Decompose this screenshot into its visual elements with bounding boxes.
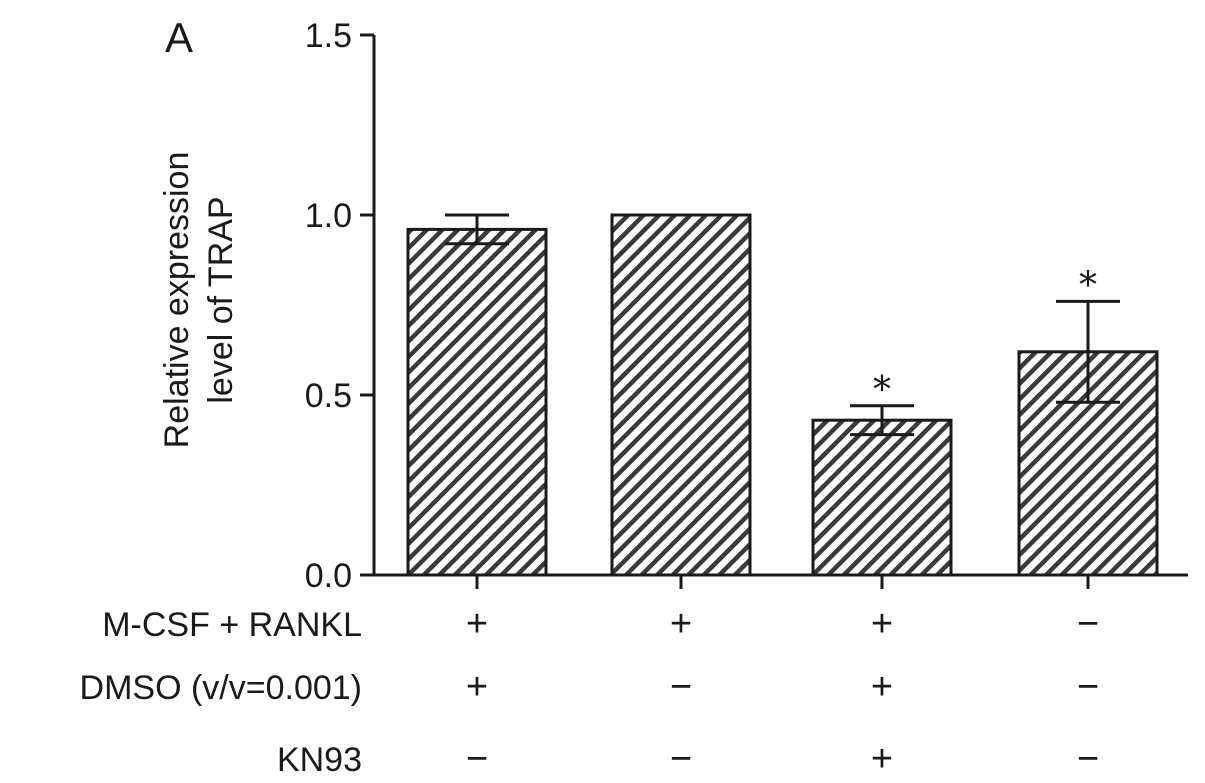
condition-value: − bbox=[1077, 666, 1099, 708]
condition-value: − bbox=[1077, 603, 1099, 645]
condition-value: − bbox=[670, 738, 692, 780]
panel-label: A bbox=[165, 14, 193, 61]
condition-value: − bbox=[1077, 738, 1099, 780]
bar bbox=[610, 213, 752, 577]
condition-value: − bbox=[670, 666, 692, 708]
significance-marker: * bbox=[1079, 265, 1097, 306]
condition-value: + bbox=[871, 666, 893, 708]
bar bbox=[811, 418, 953, 577]
bars: ** bbox=[406, 213, 1159, 577]
condition-value: + bbox=[871, 603, 893, 645]
significance-marker: * bbox=[873, 370, 891, 411]
condition-value: + bbox=[871, 738, 893, 780]
condition-value: + bbox=[670, 603, 692, 645]
condition-table: M-CSF + RANKL + + + − DMSO (v/v=0.001) + − + − KN9… bbox=[80, 603, 1100, 780]
condition-value: − bbox=[466, 738, 488, 780]
y-tick-label: 0.5 bbox=[305, 377, 352, 415]
y-tick-label: 1.5 bbox=[305, 17, 352, 55]
condition-label: M-CSF + RANKL bbox=[102, 606, 362, 644]
condition-value: + bbox=[466, 666, 488, 708]
y-axis-title-line-2: level of TRAP bbox=[202, 196, 240, 403]
bar bbox=[406, 227, 548, 577]
condition-value: + bbox=[466, 603, 488, 645]
x-axis bbox=[374, 573, 1188, 589]
y-tick-label: 1.0 bbox=[305, 197, 352, 235]
condition-label: DMSO (v/v=0.001) bbox=[80, 669, 362, 707]
y-axis-title-line-1: Relative expression bbox=[158, 152, 196, 449]
condition-label: KN93 bbox=[277, 741, 362, 779]
y-axis-title: Relative expression level of TRAP bbox=[158, 152, 240, 449]
y-axis: 0.0 0.5 1.0 1.5 bbox=[305, 17, 376, 595]
y-tick-label: 0.0 bbox=[305, 557, 352, 595]
